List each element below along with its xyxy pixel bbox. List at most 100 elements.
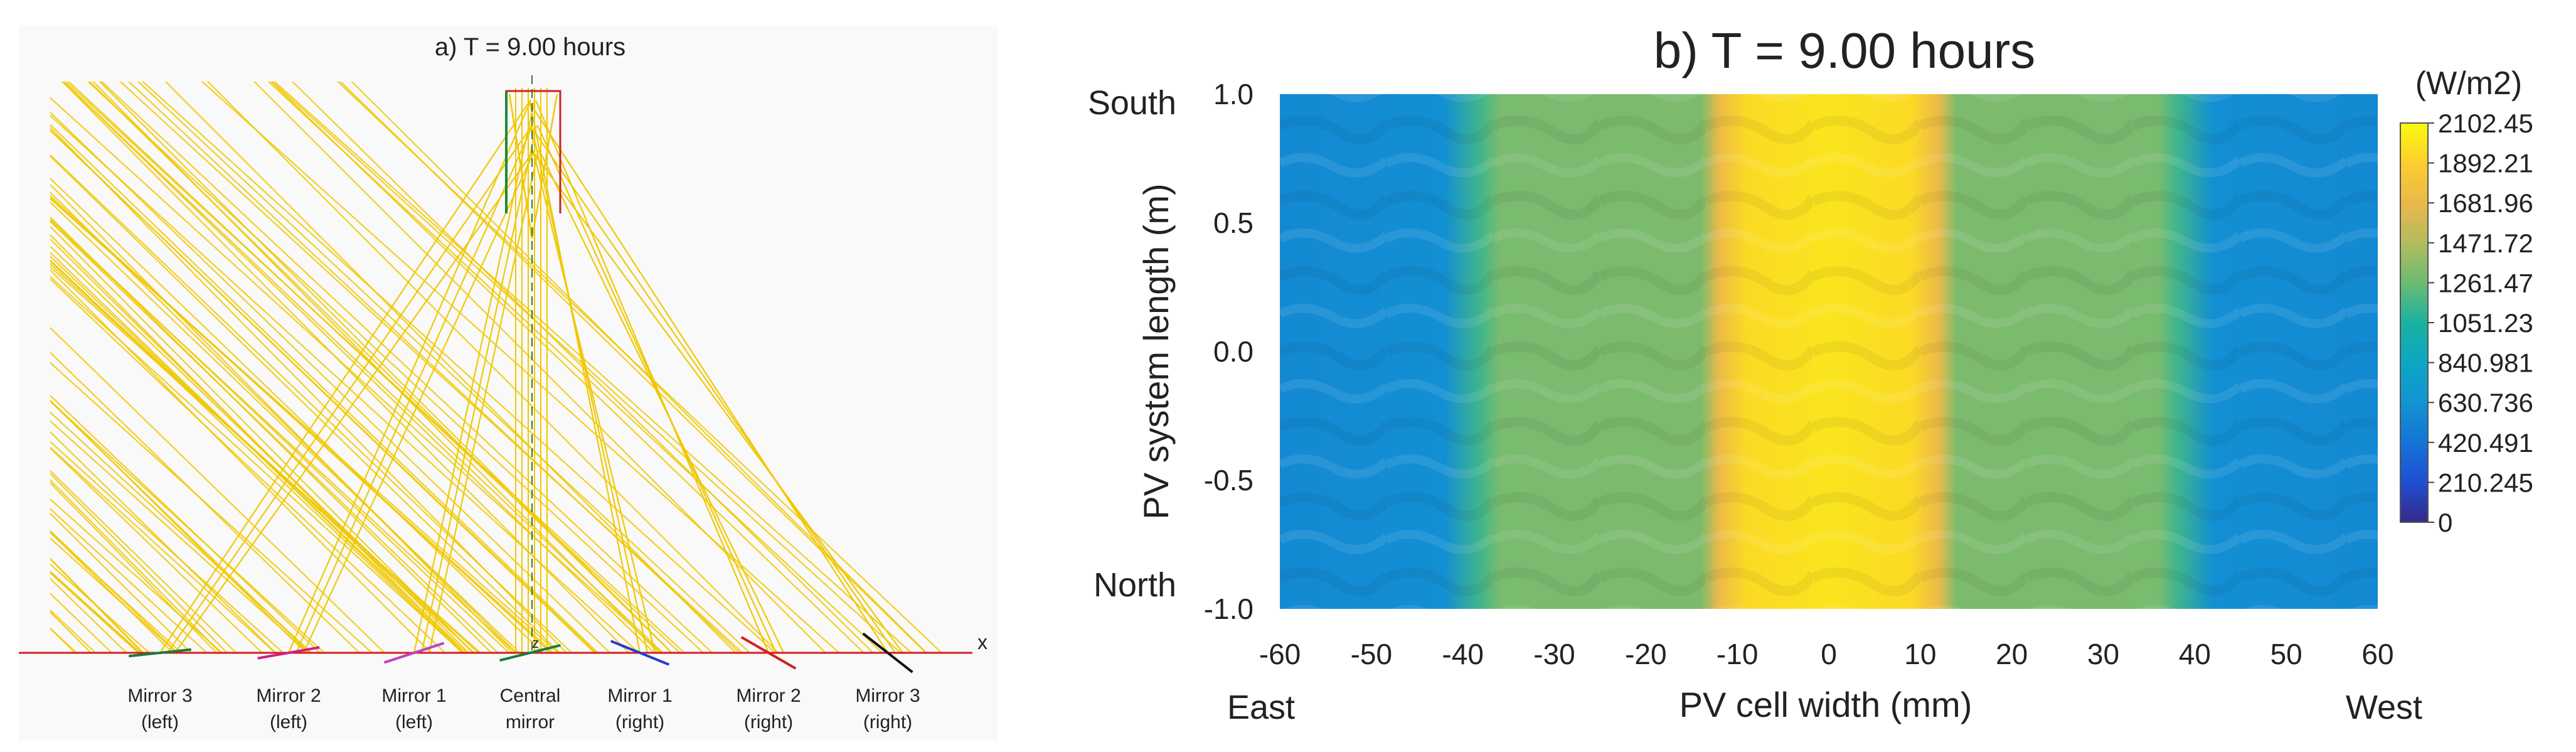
ray	[50, 447, 263, 653]
x-axis-label: x	[977, 631, 987, 653]
x-tick-labels: -60 -50 -40 -30 -20 -10 0 10 20 30 40 50 60	[1259, 638, 2394, 670]
mirror	[383, 642, 445, 664]
ray	[88, 82, 673, 653]
x-tick-label: 30	[2087, 638, 2119, 670]
ray	[206, 82, 779, 653]
ray	[50, 154, 573, 653]
ray	[50, 111, 611, 653]
colorbar-tick-label: 420.491	[2438, 428, 2533, 458]
ray	[100, 82, 713, 653]
reflected-ray	[532, 150, 656, 653]
ray	[50, 234, 465, 653]
panel-b-title: b) T = 9.00 hours	[1654, 23, 2036, 78]
panel-b-heatmap: b) T = 9.00 hours South North East West …	[1088, 23, 2533, 726]
ray	[291, 82, 874, 653]
ray	[50, 431, 277, 653]
colorbar-tick-label: 1892.21	[2438, 149, 2533, 178]
reflected-ray	[174, 150, 535, 653]
ray	[50, 220, 516, 653]
ray	[270, 82, 865, 653]
reflected-ray	[295, 125, 534, 653]
x-tick-label: 20	[1996, 638, 2028, 670]
mirror-label-side: (right)	[863, 712, 912, 733]
reflected-ray	[531, 150, 903, 653]
receiver	[505, 75, 562, 653]
mirror-label-side: (right)	[744, 712, 793, 733]
mirror-label-side: mirror	[506, 712, 555, 733]
colorbar-unit: (W/m2)	[2415, 65, 2522, 102]
mirror	[610, 640, 670, 666]
reflected-ray	[528, 100, 641, 653]
ray	[87, 82, 704, 653]
colorbar-tick-label: 1261.47	[2438, 268, 2533, 298]
mirror	[740, 636, 797, 670]
ray	[119, 82, 743, 653]
ray	[253, 82, 826, 653]
x-tick-label: 10	[1904, 638, 1936, 670]
x-tick-label: -40	[1442, 638, 1483, 670]
ray	[50, 512, 192, 653]
mirror-label-side: (right)	[615, 712, 664, 733]
colorbar-tick-label: 210.245	[2438, 468, 2533, 497]
reflected-ray	[536, 125, 777, 653]
mirrors	[129, 632, 913, 674]
ray	[50, 470, 237, 653]
secondary-concentrator	[508, 94, 558, 239]
reflected-ray	[420, 125, 538, 653]
mirror-label-side: (left)	[395, 712, 433, 733]
z-axis-label: z	[532, 635, 539, 651]
reflected-ray	[530, 125, 896, 653]
reflected-ray	[530, 125, 649, 653]
colorbar-tick-label: 1051.23	[2438, 308, 2533, 338]
ray	[50, 411, 312, 653]
direction-label-east: East	[1227, 689, 1295, 726]
x-tick-label: -10	[1716, 638, 1758, 670]
ray	[50, 255, 467, 653]
colorbar	[2400, 122, 2429, 523]
mirror	[862, 632, 913, 674]
panel-a-title: a) T = 9.00 hours	[435, 33, 625, 61]
colorbar-tick-labels: 2102.45 1892.21 1681.96 1471.72 1261.47 1051.…	[2428, 109, 2533, 537]
ray	[50, 399, 307, 653]
ray	[50, 352, 360, 653]
ray	[141, 82, 776, 653]
ray	[50, 326, 385, 653]
ray	[50, 197, 559, 653]
direction-label-south: South	[1088, 84, 1176, 122]
ray	[62, 82, 655, 653]
ray	[50, 126, 567, 653]
ray	[50, 114, 640, 653]
ray	[137, 82, 750, 653]
ray	[50, 266, 481, 653]
panel-a-ray-trace: a) T = 9.00 hours x z Mirror 3 (left) Mirr…	[19, 25, 998, 741]
ray	[50, 529, 178, 653]
ray	[50, 508, 208, 653]
ray	[271, 82, 902, 653]
colorbar-tick-label: 2102.45	[2438, 109, 2533, 138]
ray	[50, 472, 228, 653]
x-tick-label: -30	[1533, 638, 1575, 670]
mirror-label-name: Mirror 1	[381, 685, 446, 706]
reflected-ray	[159, 100, 531, 653]
y-tick-label: 0.5	[1213, 207, 1253, 239]
ray	[50, 177, 543, 653]
mirror-label-side: (left)	[270, 712, 307, 733]
ray	[339, 82, 927, 653]
ray	[50, 532, 182, 653]
y-tick-label: -0.5	[1204, 464, 1253, 497]
x-tick-label: -60	[1259, 638, 1301, 670]
y-tick-label: -1.0	[1204, 593, 1253, 625]
ray	[50, 201, 520, 653]
ray	[50, 479, 221, 653]
reflected-ray	[287, 100, 532, 653]
ray	[50, 251, 464, 653]
ray	[336, 82, 942, 653]
ray	[273, 82, 912, 653]
mirror-label-name: Mirror 3	[855, 685, 920, 706]
ray	[50, 400, 310, 653]
reflected-ray	[539, 150, 784, 653]
ray	[50, 129, 597, 653]
heatmap-texture	[1280, 94, 2378, 609]
reflected-ray	[535, 100, 770, 653]
x-tick-label: 0	[1821, 638, 1837, 670]
